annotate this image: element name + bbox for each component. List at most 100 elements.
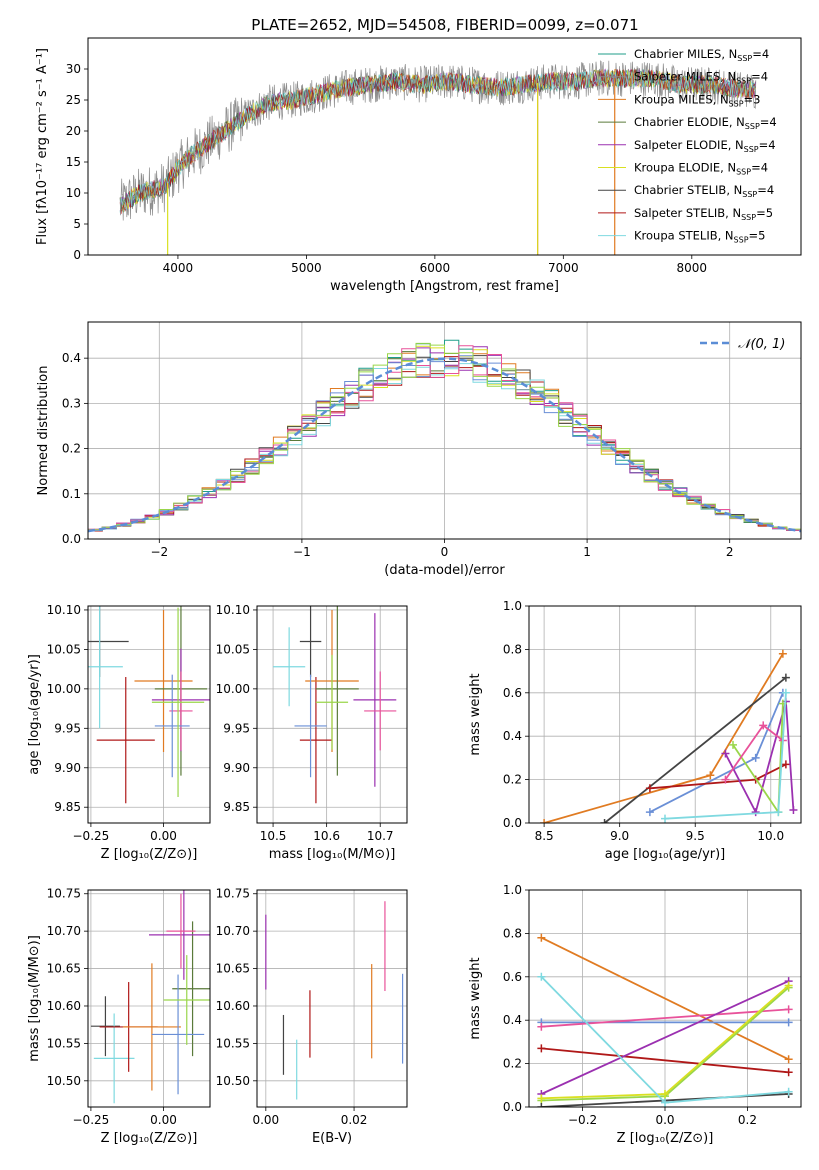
x-tick-label: 4000 — [163, 261, 194, 275]
x-axis-label: (data-model)/error — [384, 563, 505, 578]
x-tick-label: 6000 — [420, 261, 451, 275]
legend-label-post: =4 — [751, 70, 768, 84]
legend-label: 𝒩(0, 1) — [738, 337, 785, 352]
axes-frame — [87, 321, 802, 540]
x-tick-label: 0.2 — [738, 1113, 757, 1127]
x-tick-label: 0.0 — [655, 1113, 674, 1127]
legend-label-post: =5 — [749, 229, 766, 243]
plot-area-weight-age — [540, 649, 798, 823]
weight-point-marker — [540, 819, 549, 823]
legend-label-sub: SSP — [745, 122, 760, 131]
panel-mass-age: 10.5 10.6 10.7 9.85 9.90 9.95 10.00 10.05 10.10 m… — [216, 603, 408, 862]
plot-area-z-mass — [90, 890, 210, 1104]
weight-series-line — [541, 1008, 789, 1028]
legend-label-post: =5 — [756, 206, 773, 220]
legend-label-pre: Chabrier ELODIE, N — [634, 115, 745, 129]
x-axis-label: wavelength [Angstrom, rest frame] — [330, 279, 559, 294]
weight-series-line — [541, 1047, 789, 1074]
y-axis-label: Flux [fλ10⁻¹⁷ erg cm⁻² s⁻¹ A⁻¹] — [35, 48, 50, 245]
y-tick-label: 10.60 — [216, 999, 250, 1013]
y-axis-label: age [log₁₀(age/yr)] — [27, 654, 42, 775]
y-axis-label: mass weight — [468, 673, 483, 755]
y-tick-label: 20 — [66, 124, 81, 138]
y-tick-label: 9.90 — [223, 761, 250, 775]
y-tick-label: 10.10 — [216, 603, 250, 617]
histogram-step-line — [88, 345, 801, 531]
normal-reference-curve — [88, 357, 801, 533]
x-tick-label: −0.25 — [73, 1113, 110, 1127]
panel-spectrum: 4000 5000 6000 7000 8000 0 5 10 15 20 25 30 waveleng… — [35, 37, 802, 294]
weight-point-marker — [661, 1098, 669, 1107]
weight-point-marker — [781, 760, 790, 769]
legend-label-post: =4 — [752, 47, 769, 61]
weight-point-marker — [784, 1005, 793, 1014]
weight-point-marker — [784, 1087, 793, 1096]
weight-point-marker — [706, 771, 715, 780]
legend-label-pre: Kroupa ELODIE, N — [634, 161, 736, 175]
panel-weight-z: −0.2 0.0 0.2 0.0 0.2 0.4 0.6 0.8 1.0 Z [log₁₀(Z/Z… — [468, 883, 802, 1146]
legend-label: Salpeter MILES, NSSP=4 — [634, 70, 768, 86]
weight-point-marker — [751, 753, 760, 762]
legend-label-pre: Salpeter MILES, N — [634, 70, 736, 84]
weight-point-marker — [751, 808, 760, 817]
y-tick-label: 25 — [66, 93, 81, 107]
axes-frame — [528, 605, 802, 824]
plot-area-mass-age — [273, 606, 397, 804]
weight-point-marker — [781, 688, 790, 697]
legend-label: Chabrier ELODIE, NSSP=4 — [634, 115, 777, 131]
axes-frame — [256, 605, 408, 824]
y-tick-label: 0.6 — [503, 970, 522, 984]
y-tick-label: 0.2 — [503, 773, 522, 787]
weight-point-marker — [759, 721, 768, 730]
legend-label-pre: Kroupa STELIB, N — [634, 229, 734, 243]
y-tick-label: 10.65 — [47, 962, 81, 976]
weight-point-marker — [537, 933, 546, 942]
y-tick-label: 0.4 — [503, 729, 522, 743]
weight-point-marker — [778, 649, 787, 658]
legend-label-sub: SSP — [741, 213, 756, 222]
legend-label-pre: Salpeter ELODIE, N — [634, 138, 744, 152]
y-tick-label: 0.4 — [62, 351, 81, 365]
x-axis-label: Z [log₁₀(Z/Z⊙)] — [617, 1131, 714, 1146]
weight-point-marker — [729, 740, 737, 749]
weight-point-marker — [789, 805, 798, 814]
x-axis-label: Z [log₁₀(Z/Z⊙)] — [101, 1131, 198, 1146]
weight-point-marker — [661, 1089, 669, 1098]
y-axis-label: mass weight — [468, 957, 483, 1039]
x-tick-label: 0.00 — [252, 1113, 279, 1127]
legend-label-sub: SSP — [737, 54, 752, 63]
y-tick-label: 9.95 — [223, 721, 250, 735]
y-tick-label: 10.10 — [47, 603, 81, 617]
y-tick-label: 10.05 — [216, 642, 250, 656]
y-tick-label: 10.55 — [47, 1036, 81, 1050]
plot-area-residuals — [88, 339, 801, 533]
weight-series-line — [724, 701, 795, 815]
x-tick-label: 10.0 — [757, 829, 784, 843]
y-tick-label: 10 — [66, 186, 81, 200]
y-tick-label: 0.1 — [62, 487, 81, 501]
y-tick-label: 0.6 — [503, 686, 522, 700]
x-tick-label: 10.5 — [260, 829, 287, 843]
x-axis-label: E(B-V) — [312, 1131, 352, 1146]
x-tick-label: 10.6 — [313, 829, 340, 843]
legend-label: Kroupa STELIB, NSSP=5 — [634, 229, 765, 245]
axes-frame — [87, 889, 211, 1108]
weight-point-marker — [661, 814, 669, 823]
panel-z-mass: −0.25 0.00 10.50 10.55 10.60 10.65 10.70 10.75 Z… — [27, 887, 211, 1146]
x-tick-label: −1 — [293, 545, 311, 559]
weight-point-marker — [721, 775, 730, 784]
weight-point-marker — [537, 1103, 546, 1107]
y-tick-label: 0.0 — [503, 1100, 522, 1114]
spectrum-model-line — [119, 68, 756, 213]
weight-point-marker — [537, 1044, 546, 1053]
x-axis-label: Z [log₁₀(Z/Z⊙)] — [101, 847, 198, 862]
weight-point-marker — [537, 1022, 546, 1031]
y-tick-label: 0.0 — [503, 816, 522, 830]
x-tick-label: 0 — [441, 545, 449, 559]
plot-area-z-age — [88, 606, 210, 804]
x-axis-label: age [log₁₀(age/yr)] — [605, 847, 726, 862]
legend-label: Salpeter STELIB, NSSP=5 — [634, 206, 773, 222]
legend-label-pre: Chabrier MILES, N — [634, 47, 737, 61]
figure-title: PLATE=2652, MJD=54508, FIBERID=0099, z=0… — [251, 16, 638, 34]
